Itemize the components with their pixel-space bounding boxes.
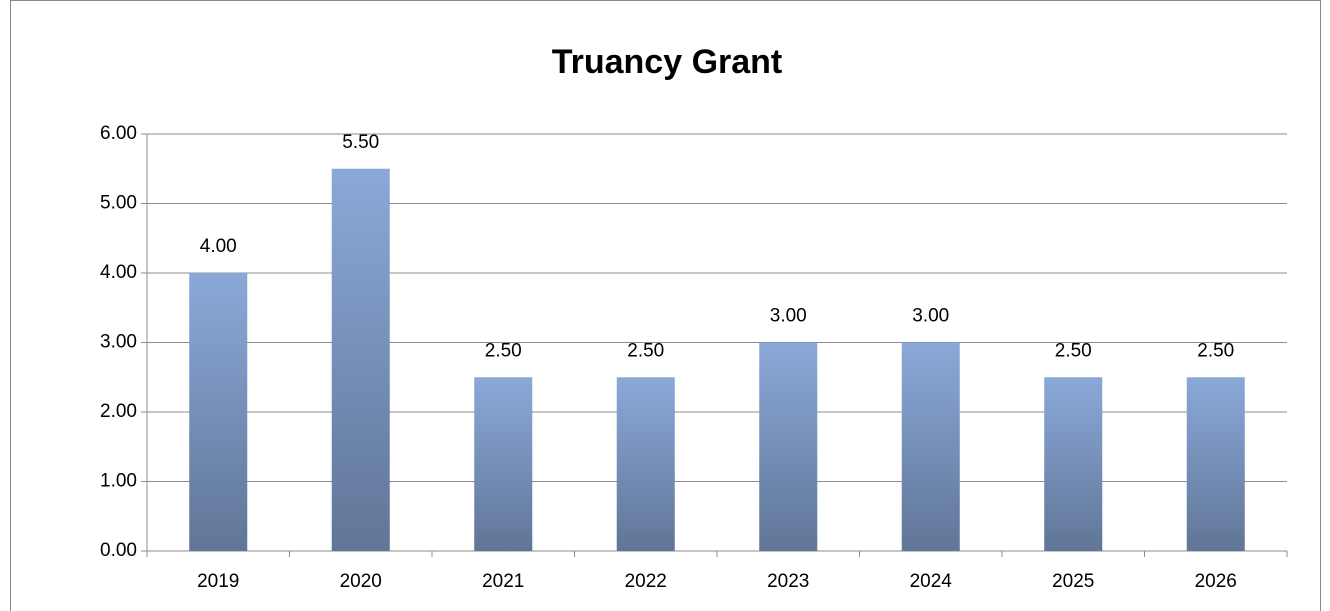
x-tick-label: 2026: [1195, 571, 1237, 592]
data-label: 2.50: [1055, 340, 1092, 361]
y-tick-label: 3.00: [100, 332, 137, 353]
bar-shade: [901, 342, 960, 551]
data-label: 2.50: [1197, 340, 1234, 361]
x-tick-label: 2022: [625, 571, 667, 592]
data-label: 4.00: [200, 236, 237, 257]
data-label: 5.50: [342, 132, 379, 153]
bar-shade: [331, 168, 390, 551]
x-tick-label: 2020: [340, 571, 382, 592]
y-tick-label: 4.00: [100, 262, 137, 283]
y-tick-label: 5.00: [100, 193, 137, 214]
x-tick-label: 2025: [1052, 571, 1094, 592]
data-label: 3.00: [912, 306, 949, 327]
data-label: 3.00: [770, 306, 807, 327]
bar-shade: [616, 377, 675, 551]
chart-title: Truancy Grant: [552, 43, 783, 81]
data-label: 2.50: [485, 340, 522, 361]
bar-shade: [1044, 377, 1103, 551]
y-tick-label: 2.00: [100, 401, 137, 422]
bar-shade: [1186, 377, 1245, 551]
y-tick-label: 6.00: [100, 123, 137, 144]
x-tick-label: 2023: [767, 571, 809, 592]
x-tick-label: 2021: [482, 571, 524, 592]
x-tick-label: 2024: [910, 571, 953, 592]
y-tick-label: 1.00: [100, 471, 137, 492]
y-tick-label: 0.00: [100, 540, 137, 561]
bar-shade: [759, 342, 818, 551]
bar-shade: [474, 377, 533, 551]
data-label: 2.50: [627, 340, 664, 361]
x-tick-label: 2019: [197, 571, 239, 592]
bar-shade: [189, 273, 248, 551]
